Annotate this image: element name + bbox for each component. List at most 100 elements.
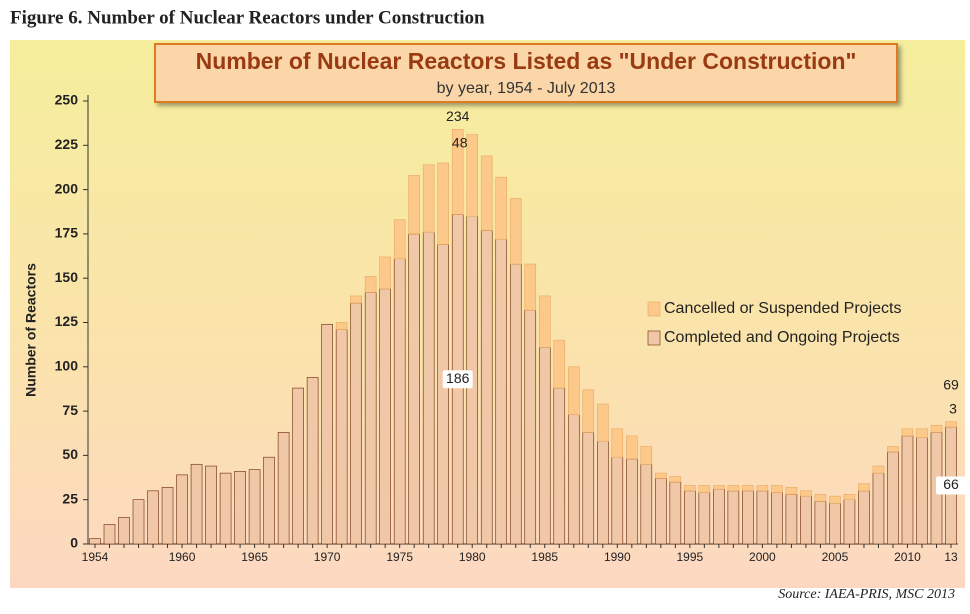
bar-segment xyxy=(321,323,333,545)
legend-swatch xyxy=(647,330,661,346)
bar-segment xyxy=(437,162,450,245)
bar-segment xyxy=(567,366,580,415)
bar-segment xyxy=(771,485,783,493)
x-tick-label: 2010 xyxy=(894,550,921,564)
y-axis-label: Number of Reactors xyxy=(23,263,39,397)
bar-segment xyxy=(843,494,856,501)
bar-segment xyxy=(350,295,362,304)
bar-segment xyxy=(538,295,551,348)
bar-segment xyxy=(756,485,769,492)
bar-segment xyxy=(829,495,841,504)
bar-segment xyxy=(887,446,899,453)
bar-segment xyxy=(364,276,377,293)
x-tick-label: 1970 xyxy=(314,550,341,564)
bar-segment xyxy=(771,492,783,545)
chart-title: Number of Nuclear Reactors Listed as "Un… xyxy=(196,48,857,74)
bar-segment xyxy=(103,524,116,545)
bar-segment xyxy=(538,347,551,545)
y-tick-label: 25 xyxy=(62,490,78,506)
value-label-box xyxy=(442,370,473,389)
y-tick-label: 200 xyxy=(55,180,79,196)
x-tick-label: 13 xyxy=(944,550,958,564)
y-tick-label: 0 xyxy=(70,535,78,551)
bar-segment xyxy=(263,456,275,545)
bar-segment xyxy=(698,485,711,493)
bar-segment xyxy=(248,469,261,545)
bar-segment xyxy=(190,463,203,545)
legend-label: Completed and Ongoing Projects xyxy=(664,329,900,346)
total-label: 69 xyxy=(943,376,959,392)
bar-segment xyxy=(219,472,232,545)
bar-segment xyxy=(422,164,435,233)
bar-segment xyxy=(582,389,595,433)
bar-segment xyxy=(495,176,508,240)
bar-segment xyxy=(379,288,391,545)
bar-segment xyxy=(916,437,928,545)
bar-segment xyxy=(611,456,624,545)
x-tick-label: 1980 xyxy=(459,550,486,564)
bar-segment xyxy=(742,490,754,545)
bar-segment xyxy=(596,440,609,545)
bar-segment xyxy=(234,471,246,545)
bar-segment xyxy=(408,233,420,545)
bar-segment xyxy=(437,244,450,545)
y-tick-label: 100 xyxy=(55,358,79,374)
bar-segment xyxy=(451,129,464,215)
value-label: 48 xyxy=(452,135,468,151)
bar-segment xyxy=(655,478,667,545)
legend-swatch xyxy=(647,301,661,317)
bar-segment xyxy=(684,490,696,545)
chart-subtitle: by year, 1954 - July 2013 xyxy=(437,80,616,97)
bar-segment xyxy=(901,428,914,437)
bar-segment xyxy=(655,472,667,479)
bar-segment xyxy=(843,499,856,545)
value-label: 186 xyxy=(446,370,470,386)
title-box xyxy=(154,43,898,103)
bar-segment xyxy=(161,486,174,545)
bar-segment xyxy=(466,134,479,217)
bar-segment xyxy=(829,502,841,545)
bar-segment xyxy=(480,230,493,545)
bar-segment xyxy=(669,481,682,545)
bar-segment xyxy=(306,377,319,545)
source: Source: IAEA-PRIS, MSC 2013 xyxy=(778,587,955,602)
bar-segment xyxy=(292,387,304,545)
bar-segment xyxy=(495,238,508,545)
y-tick-label: 125 xyxy=(55,313,79,329)
bar-segment xyxy=(422,231,435,545)
bar-segment xyxy=(176,474,188,545)
x-tick-label: 1985 xyxy=(531,550,558,564)
bar-segment xyxy=(118,517,130,545)
bar-segment xyxy=(713,485,725,490)
legend-label: Cancelled or Suspended Projects xyxy=(664,300,901,317)
bar-segment xyxy=(727,485,740,492)
bar-segment xyxy=(858,490,870,545)
bar-segment xyxy=(626,435,638,460)
bar-segment xyxy=(393,219,406,260)
bar-segment xyxy=(350,302,362,545)
bar-segment xyxy=(524,309,537,545)
y-tick-label: 150 xyxy=(55,269,79,285)
bar-segment xyxy=(684,485,696,492)
bar-segment xyxy=(640,463,653,545)
bar-segment xyxy=(364,292,377,545)
bar-segment xyxy=(669,476,682,483)
x-tick-label: 1975 xyxy=(386,550,413,564)
bar-segment xyxy=(147,490,159,545)
value-label: 3 xyxy=(949,400,957,416)
bar-segment xyxy=(335,322,348,330)
bar-segment xyxy=(814,494,827,502)
x-tick-label: 2000 xyxy=(749,550,776,564)
bar-segment xyxy=(640,446,653,465)
bar-segment xyxy=(393,258,406,545)
bar-segment xyxy=(567,414,580,545)
bar-segment xyxy=(872,472,885,545)
y-tick-label: 175 xyxy=(55,225,79,241)
bar-segment xyxy=(756,490,769,545)
bar-segment xyxy=(277,432,290,545)
x-tick-label: 1954 xyxy=(82,550,109,564)
bar-segment xyxy=(335,329,348,545)
x-tick-label: 1995 xyxy=(676,550,703,564)
bar-segment xyxy=(858,483,870,492)
